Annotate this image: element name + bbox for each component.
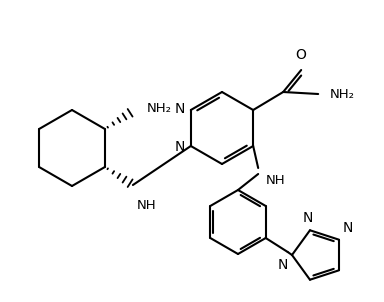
Text: N: N bbox=[174, 102, 185, 116]
Text: NH: NH bbox=[266, 174, 286, 187]
Text: N: N bbox=[278, 258, 288, 272]
Text: N: N bbox=[343, 221, 353, 235]
Text: N: N bbox=[303, 211, 313, 225]
Text: NH: NH bbox=[137, 199, 157, 212]
Text: NH₂: NH₂ bbox=[147, 102, 172, 115]
Text: O: O bbox=[296, 48, 306, 62]
Text: NH₂: NH₂ bbox=[330, 88, 355, 101]
Text: N: N bbox=[174, 140, 185, 154]
